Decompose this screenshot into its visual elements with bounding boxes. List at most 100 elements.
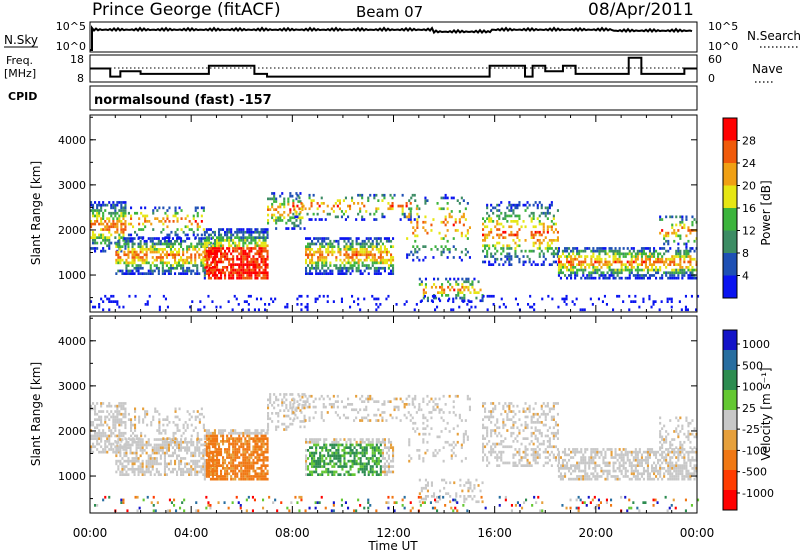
echo-cell — [317, 440, 320, 444]
power-cbar-swatch — [723, 275, 737, 299]
echo-cell — [315, 264, 318, 267]
echo-cell — [369, 253, 372, 257]
echo-cell — [462, 300, 465, 303]
echo-cell — [204, 440, 207, 444]
echo-cell — [212, 256, 215, 259]
echo-cell — [628, 274, 631, 277]
echo-cell — [98, 209, 101, 212]
echo-cell — [117, 438, 120, 441]
echo-cell — [114, 421, 117, 424]
echo-cell — [100, 445, 103, 449]
echo-cell — [584, 255, 587, 258]
echo-cell — [446, 196, 449, 200]
echo-cell — [256, 458, 259, 462]
echo-cell — [414, 250, 417, 254]
echo-cell — [149, 264, 152, 267]
echo-cell — [648, 257, 651, 261]
echo-cell — [238, 271, 241, 275]
echo-cell — [295, 406, 298, 410]
echo-cell — [258, 252, 261, 256]
echo-cell — [572, 271, 575, 275]
echo-cell — [125, 264, 128, 267]
echo-cell — [403, 215, 406, 219]
echo-cell — [315, 242, 318, 246]
echo-cell — [246, 431, 249, 435]
echo-cell — [232, 442, 235, 446]
echo-cell — [262, 255, 265, 258]
echo-cell — [232, 440, 235, 443]
echo-cell — [383, 245, 386, 248]
echo-cell — [338, 207, 341, 211]
echo-cell — [220, 448, 223, 451]
echo-cell — [106, 410, 109, 413]
echo-cell — [375, 308, 378, 312]
echo-cell — [640, 263, 643, 266]
echo-cell — [659, 268, 662, 272]
echo-cell — [442, 207, 445, 211]
echo-cell — [96, 211, 99, 215]
echo-cell — [94, 201, 97, 204]
echo-cell — [157, 443, 160, 447]
echo-cell — [502, 236, 505, 239]
echo-cell — [92, 407, 95, 411]
echo-cell — [383, 443, 386, 447]
echo-cell — [230, 266, 233, 269]
echo-cell — [135, 440, 138, 444]
echo-cell — [163, 462, 166, 466]
echo-cell — [349, 237, 352, 240]
echo-cell — [127, 418, 130, 421]
echo-cell — [369, 397, 372, 401]
echo-cell — [174, 266, 177, 270]
echo-cell — [196, 245, 199, 248]
echo-cell — [186, 410, 189, 413]
echo-cell — [347, 256, 350, 259]
echo-cell — [544, 206, 547, 210]
echo-cell — [450, 215, 453, 219]
echo-cell — [275, 221, 278, 225]
echo-cell — [550, 239, 553, 242]
echo-cell — [464, 253, 467, 257]
echo-cell — [311, 446, 314, 449]
echo-cell — [361, 467, 364, 471]
echo-cell — [125, 446, 128, 449]
echo-cell — [262, 440, 265, 443]
echo-cell — [131, 256, 134, 259]
echo-cell — [157, 438, 160, 441]
echo-cell — [663, 252, 666, 256]
echo-cell — [112, 222, 115, 226]
echo-cell — [264, 475, 267, 478]
echo-cell — [148, 294, 151, 298]
echo-cell — [110, 410, 113, 413]
echo-cell — [125, 440, 128, 444]
echo-cell — [612, 268, 615, 272]
echo-cell — [210, 261, 213, 265]
echo-cell — [94, 437, 97, 440]
echo-cell — [638, 274, 641, 277]
echo-cell — [331, 470, 334, 474]
echo-cell — [133, 438, 136, 441]
echo-cell — [151, 446, 154, 449]
echo-cell — [365, 465, 368, 468]
echo-cell — [127, 211, 130, 215]
echo-cell — [684, 308, 687, 312]
y-tick-label: 4000 — [58, 134, 86, 147]
echo-cell — [550, 247, 553, 250]
echo-cell — [333, 462, 336, 466]
echo-cell — [651, 263, 654, 266]
echo-cell — [151, 449, 154, 452]
echo-cell — [401, 207, 404, 211]
echo-cell — [110, 442, 113, 446]
echo-cell — [686, 308, 689, 312]
echo-cell — [323, 438, 326, 441]
echo-cell — [207, 276, 210, 280]
echo-cell — [345, 440, 348, 444]
echo-cell — [98, 303, 101, 306]
echo-cell — [222, 255, 225, 258]
echo-cell — [339, 269, 342, 273]
echo-cell — [112, 203, 115, 207]
echo-cell — [351, 403, 354, 406]
echo-cell — [246, 448, 249, 451]
echo-cell — [347, 403, 350, 406]
echo-cell — [596, 271, 599, 275]
echo-cell — [246, 257, 249, 261]
